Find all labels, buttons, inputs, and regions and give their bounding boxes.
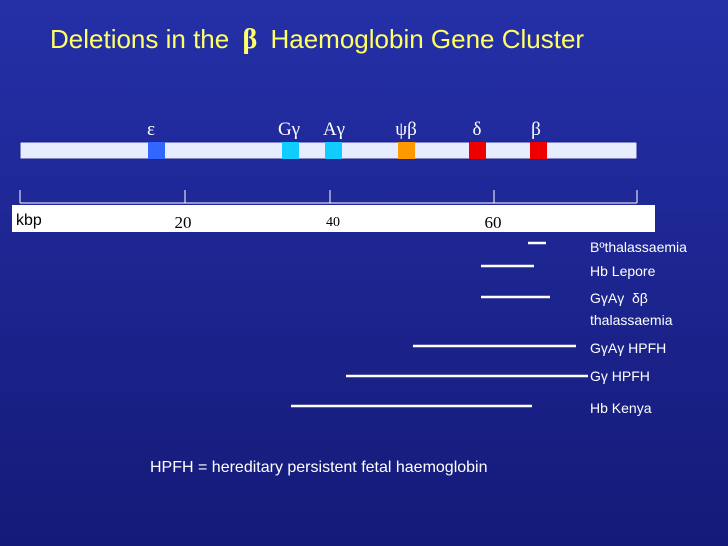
deletion-label: GγAγ HPFH (590, 340, 666, 356)
gene-label: ε (147, 119, 155, 140)
scale-unit: kbp (16, 212, 42, 229)
scale-label: 60 (485, 213, 502, 232)
gene-label: δ (473, 119, 482, 140)
scale-label: 40 (326, 215, 340, 230)
scale-label: 20 (175, 213, 192, 232)
deletion-label: Hb Lepore (590, 263, 656, 279)
deletion-label: thalassaemia (590, 312, 673, 328)
gene-box (398, 142, 415, 159)
title-part: β (242, 24, 257, 55)
gene-box (325, 142, 342, 159)
gene-box (530, 142, 547, 159)
deletion-label: Hb Kenya (590, 400, 652, 416)
deletion-label: Gγ HPFH (590, 368, 650, 384)
gene-box (282, 142, 299, 159)
gene-label: Aγ (323, 119, 345, 140)
deletion-label: GγAγ δβ (590, 290, 648, 306)
footnote: HPFH = hereditary persistent fetal haemo… (150, 459, 488, 476)
title-part: Haemoglobin Gene Cluster (270, 24, 584, 54)
gene-label: Gγ (278, 119, 300, 140)
gene-label: β (531, 119, 541, 140)
gene-box (469, 142, 486, 159)
scale-box (12, 205, 655, 232)
gene-label: ψβ (395, 119, 417, 140)
deletion-label: Bºthalassaemia (590, 239, 687, 255)
gene-box (148, 142, 165, 159)
scale-ruler (19, 190, 638, 204)
slide-title: Deletions in the β Haemoglobin Gene Clus… (50, 24, 584, 55)
title-part: Deletions in the (50, 24, 229, 54)
